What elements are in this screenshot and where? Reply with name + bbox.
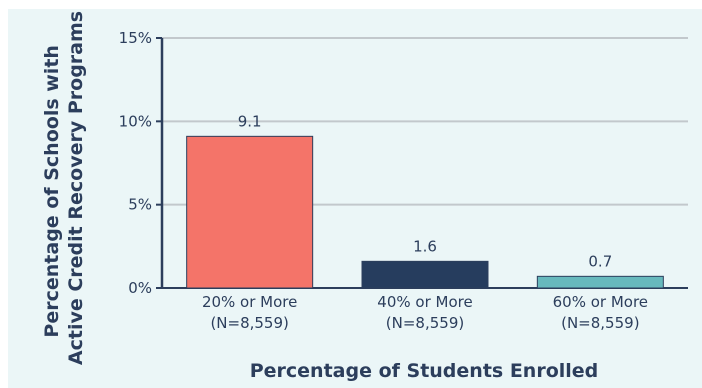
bar-value-label: 1.6 [413, 237, 437, 255]
y-tick-label: 0% [128, 279, 152, 297]
bar [536, 275, 664, 289]
category-label: 60% or More [553, 293, 648, 311]
value-labels: 9.1 1.6 0.7 [238, 112, 613, 270]
category-sample-size: (N=8,559) [210, 314, 288, 332]
category-sample-size: (N=8,559) [386, 314, 464, 332]
chart-panel [8, 9, 702, 388]
category-label: 40% or More [377, 293, 472, 311]
category-label: 20% or More [202, 293, 297, 311]
y-axis-ticks: 0% 5% 10% 15% [119, 29, 162, 297]
y-tick-label: 15% [119, 29, 152, 47]
category-sample-size: (N=8,559) [561, 314, 639, 332]
y-axis-title-line-2: Active Credit Recovery Programs [65, 11, 87, 365]
x-axis-title: Percentage of Students Enrolled [250, 360, 599, 382]
bar-value-label: 9.1 [238, 112, 262, 130]
bar-value-label: 0.7 [588, 252, 612, 270]
y-tick-label: 5% [128, 196, 152, 214]
bar [186, 135, 314, 289]
bar [361, 260, 489, 289]
y-axis-title-line-1: Percentage of Schools with [41, 45, 63, 338]
y-tick-label: 10% [119, 112, 152, 130]
x-axis-categories: 20% or More (N=8,559) 40% or More (N=8,559)… [202, 293, 648, 332]
bars [186, 135, 664, 289]
y-axis-title: Percentage of Schools with Active Credit… [41, 11, 87, 365]
